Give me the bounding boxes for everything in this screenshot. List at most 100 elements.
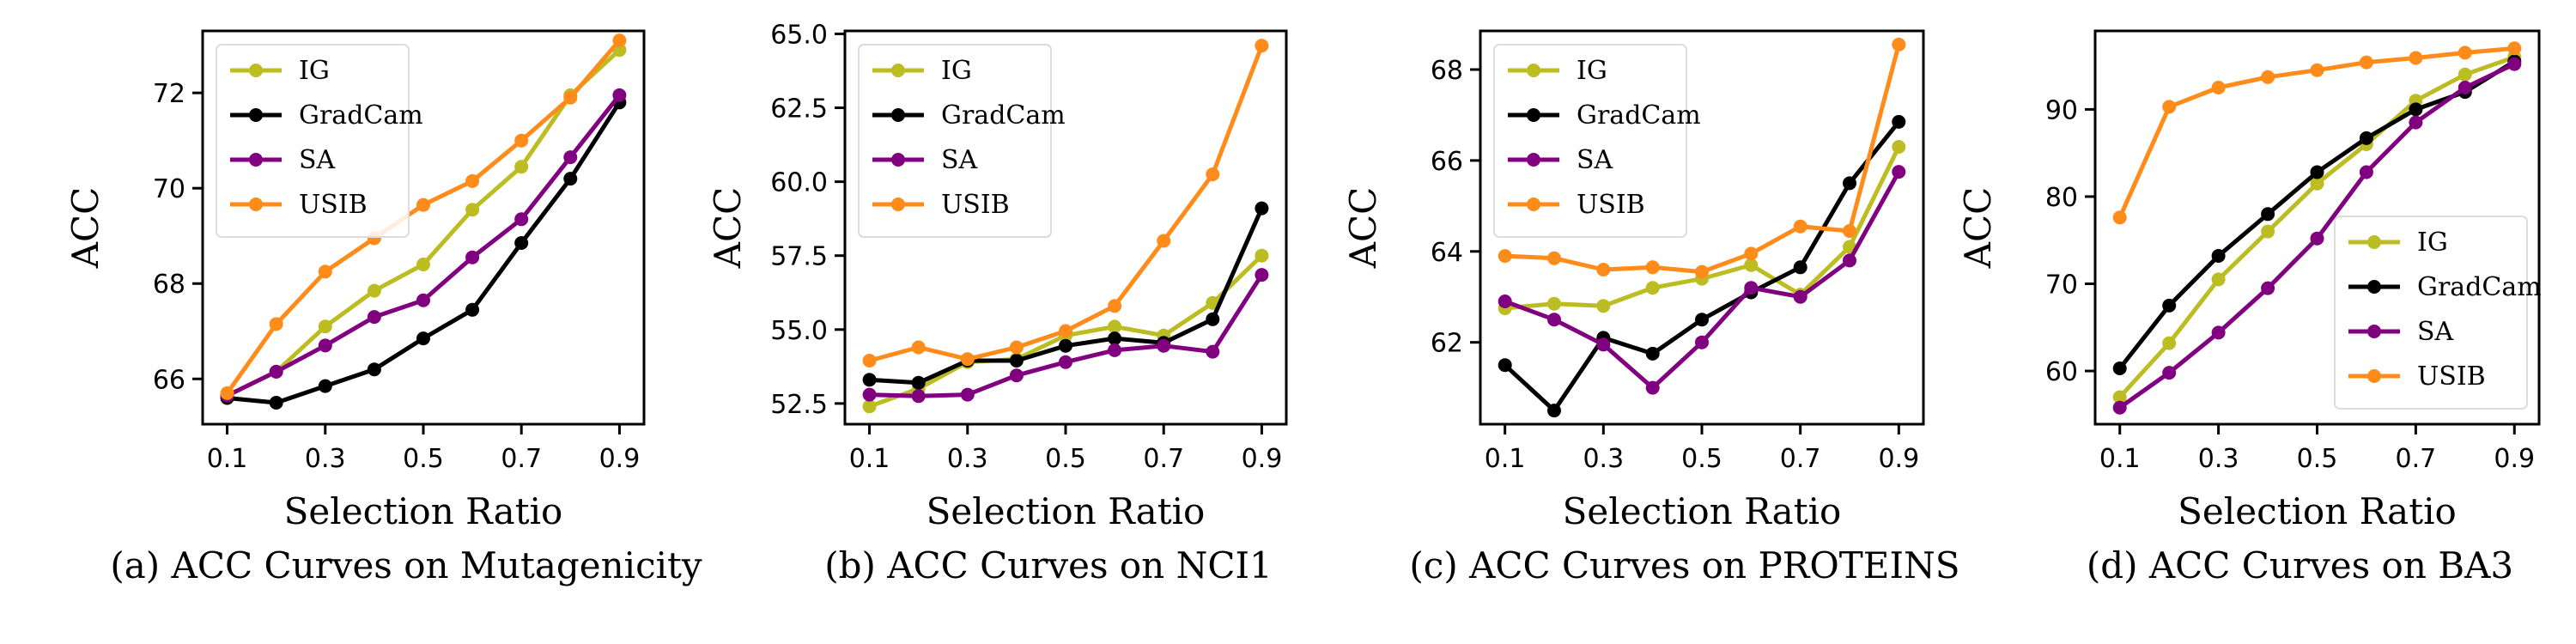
data-point-sa-1 (2112, 400, 2127, 415)
x-tick-label: 0.9 (1878, 444, 1919, 474)
data-point-usib-5 (2310, 63, 2324, 77)
data-point-gradcam-9 (1892, 114, 1906, 129)
legend-label-ig: IG (2417, 228, 2448, 258)
x-tick-label: 0.7 (1780, 444, 1821, 474)
legend-marker-sa (891, 153, 905, 167)
x-tick-label: 0.5 (2297, 444, 2338, 474)
data-point-usib-3 (2211, 81, 2226, 94)
data-point-usib-9 (612, 33, 627, 48)
data-point-gradcam-7 (514, 236, 529, 250)
legend-marker-ig (891, 64, 905, 77)
legend-label-ig: IG (1577, 56, 1607, 86)
data-point-usib-6 (1744, 246, 1759, 261)
legend: IG GradCam SA USIB (2334, 216, 2542, 410)
legend-label-usib: USIB (2417, 361, 2486, 392)
y-tick-label: 90 (2045, 95, 2078, 125)
data-point-gradcam-6 (1108, 331, 1122, 346)
data-point-usib-1 (220, 386, 234, 400)
legend: IG GradCam SA USIB (1493, 44, 1701, 238)
chart-panel-2: 0.1 0.3 0.5 0.7 0.9 52.5 55.0 57.5 60.0 62.5 65.0 S… (707, 20, 1288, 586)
data-point-usib-2 (1547, 251, 1561, 265)
legend-label-gradcam: GradCam (1577, 100, 1701, 131)
x-axis-label: Selection Ratio (284, 490, 563, 532)
data-point-sa-1 (862, 387, 877, 402)
data-point-sa-7 (1793, 289, 1807, 304)
data-point-sa-6 (2359, 165, 2373, 179)
legend-marker-gradcam (2367, 280, 2381, 294)
data-point-ig-4 (367, 283, 381, 298)
data-point-sa-7 (1157, 338, 1171, 353)
data-point-usib-5 (1695, 264, 1709, 279)
data-point-ig-3 (1596, 299, 1611, 313)
data-point-sa-9 (1255, 268, 1269, 283)
data-point-gradcam-4 (367, 362, 381, 377)
legend-marker-sa (2367, 325, 2381, 338)
legend-label-gradcam: GradCam (2417, 272, 2542, 302)
legend-label-usib: USIB (299, 190, 368, 220)
data-point-ig-8 (2458, 67, 2472, 82)
y-tick-label: 55.0 (770, 316, 828, 346)
data-point-usib-4 (1645, 260, 1660, 275)
data-point-sa-7 (2409, 115, 2423, 130)
data-point-usib-9 (1255, 39, 1269, 53)
data-point-gradcam-5 (1059, 338, 1072, 353)
data-point-sa-5 (1695, 335, 1709, 349)
data-point-ig-2 (1547, 296, 1561, 311)
x-tick-label: 0.3 (305, 444, 346, 474)
data-point-gradcam-2 (1547, 404, 1561, 418)
data-point-usib-2 (2162, 100, 2177, 114)
y-axis-label: ACC (707, 187, 749, 270)
data-point-ig-6 (1108, 319, 1122, 334)
legend-marker-gradcam (249, 108, 263, 122)
data-point-usib-6 (2359, 55, 2373, 70)
data-point-gradcam-1 (862, 373, 877, 387)
legend-label-gradcam: GradCam (299, 100, 423, 131)
data-point-gradcam-8 (1206, 312, 1220, 326)
data-point-usib-8 (2458, 46, 2472, 60)
y-tick-label: 65.0 (770, 20, 828, 50)
data-point-sa-2 (1547, 313, 1561, 327)
data-point-sa-2 (2162, 366, 2177, 380)
y-axis-label: ACC (64, 187, 106, 270)
data-point-gradcam-4 (2261, 207, 2275, 222)
data-point-usib-5 (416, 197, 430, 212)
y-tick-label: 68 (153, 270, 185, 300)
x-tick-label: 0.7 (501, 444, 542, 474)
data-point-sa-5 (1059, 355, 1072, 369)
legend-marker-ig (1527, 64, 1540, 77)
data-point-usib-4 (1009, 340, 1024, 355)
data-point-sa-7 (514, 212, 529, 227)
data-point-sa-8 (2458, 81, 2472, 94)
data-point-gradcam-2 (269, 396, 283, 410)
data-point-sa-6 (1744, 281, 1759, 295)
data-point-ig-3 (2211, 272, 2226, 287)
data-point-usib-2 (269, 317, 283, 331)
data-point-sa-9 (612, 88, 627, 102)
data-point-gradcam-4 (1009, 354, 1024, 368)
x-tick-label: 0.1 (2099, 444, 2141, 474)
legend: IG GradCam SA USIB (858, 44, 1066, 238)
chart-panel-1: 0.1 0.3 0.5 0.7 0.9 66 68 70 72 Selection Ratio AC… (64, 29, 702, 586)
data-point-gradcam-6 (465, 302, 480, 317)
y-tick-label: 70 (2045, 270, 2078, 301)
legend-box (1493, 44, 1687, 238)
y-tick-label: 60 (2045, 357, 2078, 387)
data-point-usib-7 (1157, 234, 1171, 248)
data-point-sa-4 (1009, 368, 1024, 383)
data-point-ig-4 (2261, 224, 2275, 239)
data-point-ig-9 (1255, 248, 1269, 263)
x-tick-label: 0.7 (2396, 444, 2437, 474)
data-point-sa-6 (465, 250, 480, 264)
data-point-gradcam-2 (2162, 298, 2177, 313)
y-tick-label: 80 (2045, 183, 2078, 213)
legend-label-sa: SA (299, 145, 336, 175)
legend-marker-usib (2367, 369, 2381, 383)
legend: IG GradCam SA USIB (216, 44, 423, 238)
data-point-usib-7 (2409, 51, 2423, 65)
x-tick-label: 0.1 (207, 444, 248, 474)
chart-panel-4: 0.1 0.3 0.5 0.7 0.9 60 70 80 90 Selection Ratio AC… (1957, 29, 2542, 586)
data-point-usib-8 (563, 90, 578, 105)
y-tick-label: 68 (1431, 56, 1463, 86)
data-point-usib-6 (1108, 299, 1122, 313)
